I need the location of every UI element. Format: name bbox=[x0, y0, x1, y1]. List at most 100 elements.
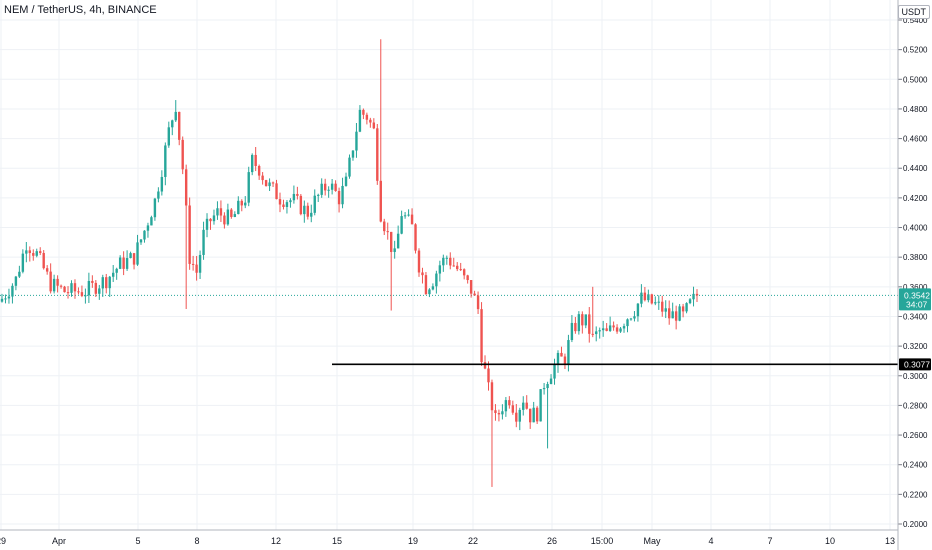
candle-body bbox=[261, 175, 264, 181]
last-price-label: 0.3542 bbox=[904, 290, 930, 300]
candle-body bbox=[32, 253, 35, 256]
candle-body bbox=[115, 268, 118, 273]
candle-body bbox=[49, 271, 52, 292]
x-tick-label: May bbox=[643, 536, 661, 546]
candle-body bbox=[668, 308, 671, 319]
candle-body bbox=[327, 189, 330, 191]
candle-body bbox=[421, 272, 424, 276]
y-tick-label: 0.2800 bbox=[903, 401, 928, 410]
candle-body bbox=[237, 200, 240, 215]
candle-body bbox=[431, 286, 435, 290]
candle-body bbox=[244, 202, 247, 206]
y-tick-label: 0.2600 bbox=[903, 431, 928, 440]
candle-body bbox=[595, 331, 598, 335]
candle-body bbox=[184, 169, 188, 206]
candle-body bbox=[310, 212, 313, 217]
candle-body bbox=[330, 183, 334, 190]
candle-body bbox=[125, 258, 129, 269]
candle-body bbox=[264, 180, 268, 187]
hline-price-label: 0.3077 bbox=[904, 359, 930, 369]
candle-body bbox=[98, 288, 101, 294]
candle-body bbox=[344, 176, 348, 186]
candle-body bbox=[112, 272, 115, 277]
x-tick-label: 7 bbox=[767, 536, 772, 546]
x-tick-label: 29 bbox=[0, 536, 6, 546]
candle-body bbox=[539, 389, 542, 422]
candle-body bbox=[546, 384, 549, 389]
y-tick-label: 0.3800 bbox=[903, 253, 928, 262]
candle-body bbox=[515, 412, 518, 422]
candle-body bbox=[191, 263, 195, 265]
candle-body bbox=[306, 205, 309, 217]
candle-body bbox=[393, 248, 396, 252]
candle-body bbox=[87, 280, 91, 296]
candle-body bbox=[313, 195, 316, 213]
y-tick-label: 0.4400 bbox=[903, 164, 928, 173]
y-tick-label: 0.4800 bbox=[903, 105, 928, 114]
x-tick-label: 10 bbox=[825, 536, 835, 546]
candle-body bbox=[7, 296, 11, 299]
candle-body bbox=[390, 231, 393, 252]
candle-body bbox=[647, 294, 650, 301]
candle-body bbox=[212, 215, 216, 222]
candle-body bbox=[282, 204, 285, 208]
x-tick-label: 22 bbox=[468, 536, 478, 546]
candle-body bbox=[174, 111, 177, 121]
candle-body bbox=[459, 269, 462, 271]
candle-body bbox=[452, 265, 455, 267]
y-tick-label: 0.5200 bbox=[903, 46, 928, 55]
candle-body bbox=[45, 268, 49, 272]
candle-body bbox=[230, 209, 233, 217]
candle-body bbox=[205, 218, 209, 230]
candle-body bbox=[178, 111, 181, 140]
y-tick-label: 0.5400 bbox=[903, 16, 928, 25]
candle-body bbox=[73, 283, 77, 292]
candle-body bbox=[629, 318, 633, 320]
candle-body bbox=[198, 254, 202, 273]
candle-body bbox=[129, 253, 132, 259]
candle-body bbox=[66, 292, 70, 294]
price-axis[interactable]: 0.5400 0.5200 0.5000 0.4800 0.4600 0.4400 0.42… bbox=[897, 0, 928, 550]
candle-body bbox=[553, 364, 556, 379]
y-tick-label: 0.2400 bbox=[903, 461, 928, 470]
x-tick-label: 4 bbox=[708, 536, 713, 546]
candle-body bbox=[358, 109, 362, 132]
candle-body bbox=[317, 194, 320, 196]
candle-body bbox=[247, 172, 250, 203]
candle-body bbox=[171, 120, 174, 128]
candle-body bbox=[511, 405, 515, 413]
candle-body bbox=[136, 242, 139, 265]
candle-body bbox=[18, 271, 21, 277]
candle-body bbox=[657, 301, 660, 303]
candle-body bbox=[400, 216, 403, 234]
candle-body bbox=[223, 215, 226, 225]
candle-body bbox=[483, 362, 487, 369]
candle-body bbox=[462, 269, 466, 276]
candle-body bbox=[570, 322, 574, 341]
chart-title: NEM / TetherUS, 4h, BINANCE bbox=[4, 4, 157, 16]
candle-body bbox=[386, 231, 389, 233]
candle-body bbox=[257, 166, 261, 176]
time-axis[interactable]: 29 Apr 5 8 12 15 19 22 26 15:00 May 4 7 10 13 bbox=[0, 529, 898, 546]
y-tick-label: 0.4600 bbox=[903, 135, 928, 144]
candle-body bbox=[615, 327, 619, 332]
currency-button[interactable]: USDT bbox=[897, 5, 930, 19]
candle-body bbox=[25, 250, 28, 254]
y-tick-label: 0.5000 bbox=[903, 75, 928, 84]
candle-body bbox=[650, 294, 654, 304]
candle-body bbox=[376, 128, 379, 181]
candle-body bbox=[497, 413, 501, 415]
candle-body bbox=[476, 295, 480, 310]
y-tick-label: 0.3200 bbox=[903, 342, 928, 351]
candle-body bbox=[695, 293, 699, 296]
candle-body bbox=[529, 408, 532, 423]
candle-body bbox=[473, 293, 476, 296]
candle-body bbox=[351, 150, 355, 158]
y-tick-label: 0.3400 bbox=[903, 312, 928, 321]
candle-body bbox=[268, 182, 271, 187]
candle-body bbox=[681, 306, 685, 312]
candle-body bbox=[39, 251, 42, 253]
candle-body bbox=[480, 309, 483, 363]
candle-body bbox=[608, 325, 612, 331]
